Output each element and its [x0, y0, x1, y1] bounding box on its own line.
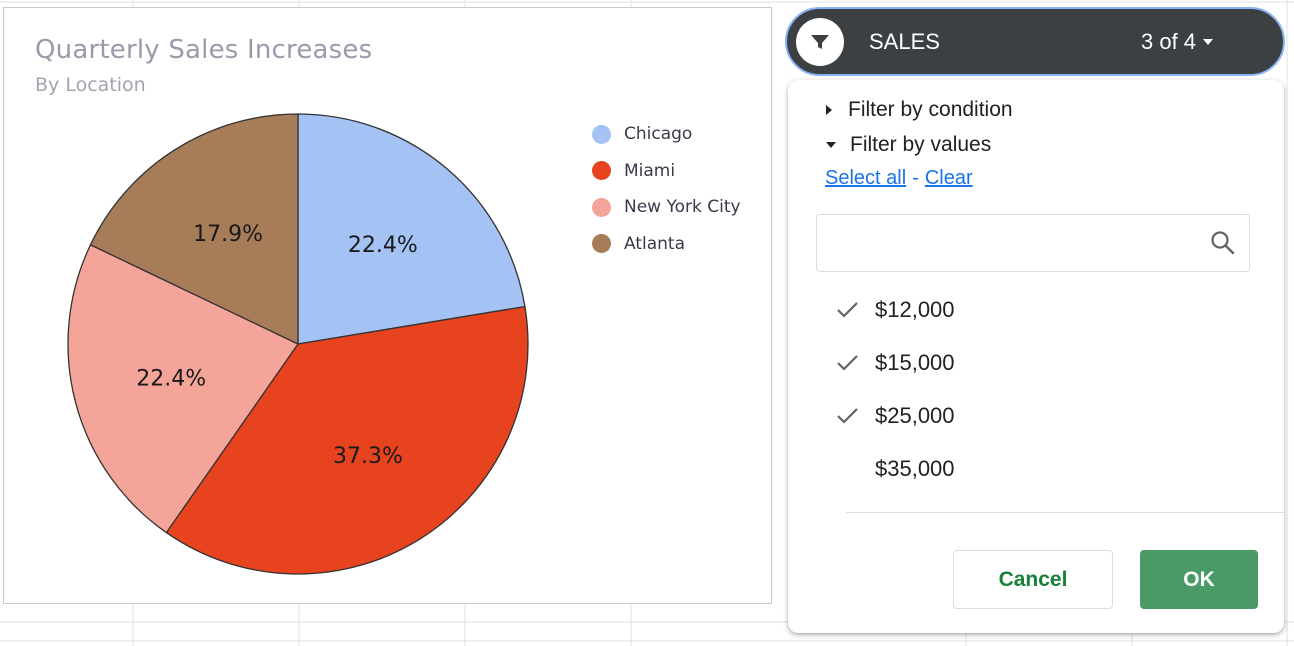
filter-by-condition-toggle[interactable]: Filter by condition [826, 98, 1013, 122]
pie-chart-card[interactable]: 22.4% 37.3% 22.4% 17.9% Quarterly Sales Inc… [3, 7, 772, 604]
values-search-input[interactable] [816, 214, 1250, 272]
value-option-label: $15,000 [875, 350, 955, 375]
pie-slice-label: 17.9% [193, 222, 263, 247]
checkmark-icon [837, 408, 858, 424]
legend-item-atlanta[interactable]: Atlanta [592, 226, 741, 263]
select-links: Select all - Clear [825, 167, 973, 190]
legend-label: Atlanta [624, 233, 685, 254]
pie-slice-label: 37.3% [333, 444, 403, 469]
legend-swatch [592, 124, 611, 144]
filter-count-dropdown[interactable]: 3 of 4 [1141, 29, 1214, 55]
legend-swatch [592, 161, 611, 181]
filter-column-name: SALES [869, 29, 940, 54]
filter-by-values-toggle[interactable]: Filter by values [826, 133, 991, 157]
pie-slice-label: 22.4% [348, 233, 418, 258]
divider [846, 512, 1284, 513]
filter-toggle-button[interactable] [796, 18, 844, 66]
legend-label: New York City [624, 197, 741, 218]
legend-label: Chicago [624, 124, 693, 145]
value-option-label: $35,000 [875, 456, 955, 481]
pie-slice-atlanta[interactable] [89, 113, 299, 346]
pie-slice-miami[interactable] [165, 305, 529, 575]
ok-button[interactable]: OK [1140, 550, 1258, 609]
select-all-link[interactable]: Select all [825, 167, 907, 189]
filter-by-values-label: Filter by values [850, 133, 992, 156]
legend-item-chicago[interactable]: Chicago [592, 116, 741, 153]
collapse-arrow-icon [826, 142, 836, 148]
pie-chart: 22.4% 37.3% 22.4% 17.9% [67, 113, 529, 575]
value-option-25000[interactable]: $25,000 [836, 401, 955, 431]
filter-count-label: 3 of 4 [1141, 29, 1197, 54]
legend-item-miami[interactable]: Miami [592, 153, 741, 190]
value-option-15000[interactable]: $15,000 [836, 348, 955, 378]
filter-header: SALES 3 of 4 [785, 7, 1285, 76]
link-separator: - [912, 167, 919, 189]
filter-funnel-icon [811, 35, 829, 49]
value-option-12000[interactable]: $12,000 [836, 295, 955, 325]
checkmark-icon [837, 302, 858, 318]
pie-slice-chicago[interactable] [297, 113, 526, 345]
legend-item-new-york-city[interactable]: New York City [592, 189, 741, 226]
value-option-35000[interactable]: $35,000 [836, 454, 955, 484]
expand-arrow-icon [826, 105, 832, 115]
chart-subtitle: By Location [35, 74, 146, 96]
legend-swatch [592, 234, 611, 254]
filter-by-condition-label: Filter by condition [848, 98, 1013, 121]
chart-title: Quarterly Sales Increases [35, 35, 373, 65]
pie-slice-label: 22.4% [136, 366, 206, 391]
chevron-down-icon [1203, 39, 1214, 45]
cancel-button[interactable]: Cancel [953, 550, 1113, 609]
chart-legend: Chicago Miami New York City Atlanta [592, 116, 741, 262]
search-icon [1211, 231, 1235, 255]
value-option-label: $12,000 [875, 297, 955, 322]
legend-swatch [592, 197, 611, 217]
filter-panel: Filter by condition Filter by values Sel… [788, 80, 1284, 633]
clear-link[interactable]: Clear [924, 167, 973, 189]
legend-label: Miami [624, 160, 676, 181]
checkmark-icon [837, 355, 858, 371]
value-option-label: $25,000 [875, 403, 955, 428]
